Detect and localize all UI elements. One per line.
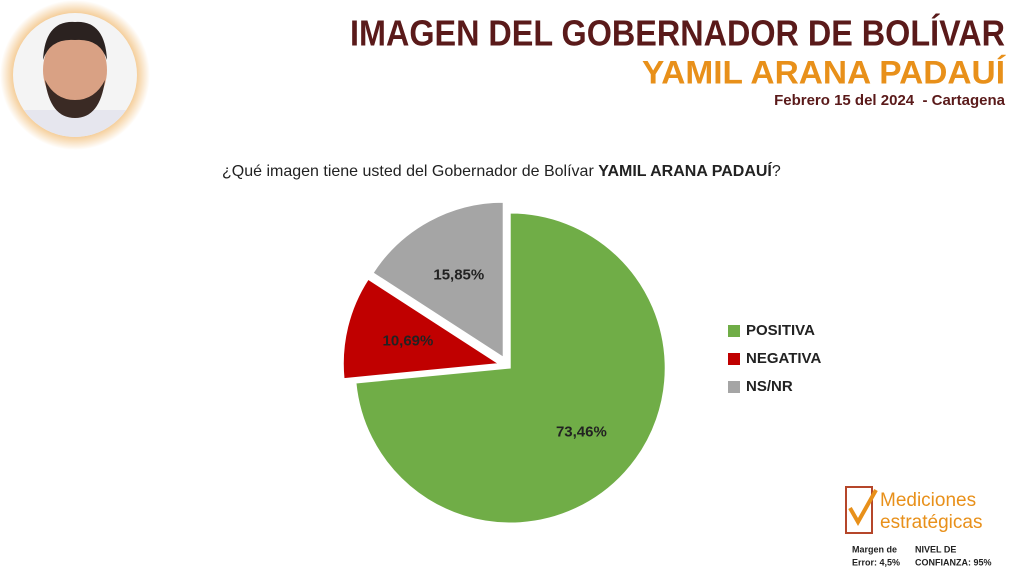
confidence-line: NIVEL DE [915, 544, 956, 554]
portrait [0, 0, 150, 150]
brand-line: estratégicas [880, 512, 982, 533]
legend-swatch [728, 325, 740, 337]
pie-slice [372, 201, 504, 359]
value-label: 10,69% [382, 333, 433, 350]
pie-slice [355, 212, 666, 524]
brand-line: Mediciones [880, 490, 976, 511]
pie-slice [342, 278, 500, 380]
confidence-line: CONFIANZA: 95% [915, 557, 992, 567]
title: IMAGEN DEL GOBERNADOR DE BOLÍVAR [350, 13, 1005, 54]
legend-label: POSITIVA [746, 322, 815, 339]
logo: Mediciones estratégicas Margen de Error:… [845, 486, 992, 567]
question-emphasis: YAMIL ARANA PADAUÍ [598, 161, 772, 180]
question-text: ¿Qué imagen tiene usted del Gobernador d… [222, 163, 598, 180]
value-label: 15,85% [433, 266, 484, 283]
value-label: 73,46% [556, 424, 607, 441]
margin-line: Margen de [852, 544, 897, 554]
question-end: ? [772, 163, 781, 180]
margin-line: Error: 4,5% [852, 557, 900, 567]
legend-label: NS/NR [746, 378, 793, 395]
subtitle: YAMIL ARANA PADAUÍ [642, 54, 1006, 90]
legend-label: NEGATIVA [746, 350, 821, 367]
legend-swatch [728, 381, 740, 393]
legend-swatch [728, 353, 740, 365]
question: ¿Qué imagen tiene usted del Gobernador d… [222, 161, 781, 180]
date: Febrero 15 del 2024 - Cartagena [774, 92, 1006, 109]
